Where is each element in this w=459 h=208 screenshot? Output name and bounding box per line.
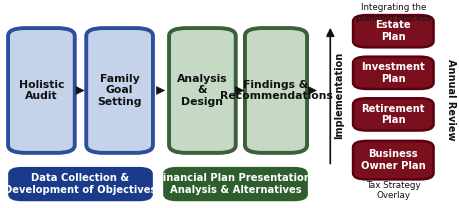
Text: Annual Review: Annual Review xyxy=(445,59,455,141)
Text: Analysis
&
Design: Analysis & Design xyxy=(177,74,227,107)
Text: Investment
Plan: Investment Plan xyxy=(361,62,424,84)
Text: Holistic
Audit: Holistic Audit xyxy=(19,80,64,101)
Text: Business
Owner Plan: Business Owner Plan xyxy=(360,149,425,171)
Text: Data Collection &
Development of Objectives: Data Collection & Development of Objecti… xyxy=(4,173,157,195)
Text: Financial Plan Presentation:
Analysis & Alternatives: Financial Plan Presentation: Analysis & … xyxy=(156,173,314,195)
FancyBboxPatch shape xyxy=(86,28,153,153)
FancyBboxPatch shape xyxy=(353,57,432,89)
FancyBboxPatch shape xyxy=(244,28,307,153)
Text: Integrating the
planning process: Integrating the planning process xyxy=(355,3,430,22)
FancyBboxPatch shape xyxy=(169,28,235,153)
FancyBboxPatch shape xyxy=(353,98,432,131)
Text: Findings &
Recommendations: Findings & Recommendations xyxy=(219,80,332,101)
FancyBboxPatch shape xyxy=(9,168,151,200)
Text: Tax Strategy
Overlay: Tax Strategy Overlay xyxy=(365,181,420,200)
Text: Implementation: Implementation xyxy=(334,52,344,139)
FancyBboxPatch shape xyxy=(353,15,432,47)
Text: Family
Goal
Setting: Family Goal Setting xyxy=(97,74,141,107)
FancyBboxPatch shape xyxy=(353,141,432,179)
Text: Retirement
Plan: Retirement Plan xyxy=(361,104,424,125)
FancyBboxPatch shape xyxy=(164,168,306,200)
FancyBboxPatch shape xyxy=(8,28,74,153)
Text: Estate
Plan: Estate Plan xyxy=(375,20,410,42)
